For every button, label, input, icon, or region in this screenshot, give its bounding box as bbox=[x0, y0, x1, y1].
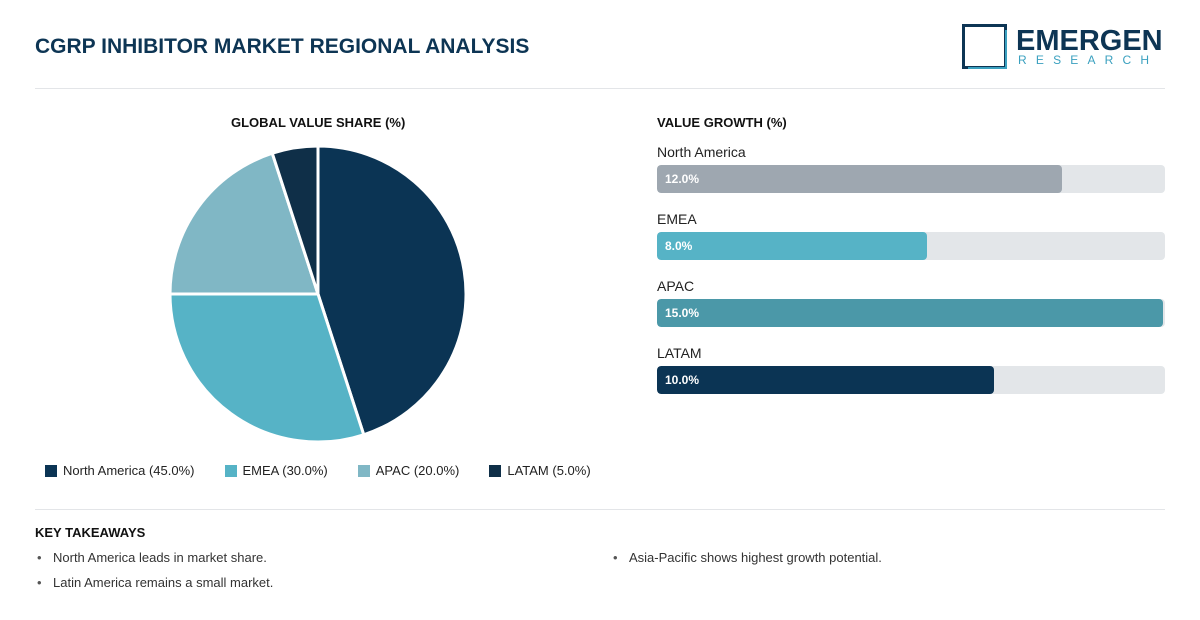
bar-category-label: North America bbox=[657, 144, 746, 160]
key-takeaways-title: KEY TAKEAWAYS bbox=[35, 525, 146, 540]
legend-swatch bbox=[357, 464, 370, 477]
pie-slice-apac bbox=[168, 151, 320, 296]
bar-track: 15.0% bbox=[657, 299, 1165, 327]
takeaway-item: Latin America remains a small market. bbox=[35, 575, 273, 600]
pie-slice-latam bbox=[270, 144, 320, 296]
bar-fill bbox=[657, 165, 1062, 193]
legend-swatch bbox=[489, 464, 502, 477]
logo-main-text: EMERGEN bbox=[1016, 25, 1163, 57]
bar-category-label: LATAM bbox=[657, 345, 702, 361]
bar-fill bbox=[657, 366, 995, 394]
pie-chart bbox=[168, 144, 468, 444]
bar-track: 12.0% bbox=[657, 165, 1165, 193]
legend-swatch bbox=[224, 464, 237, 477]
section-divider bbox=[35, 509, 1165, 510]
pie-legend: North America (45.0%) EMEA (30.0%) APAC … bbox=[45, 463, 621, 478]
bar-row: North America 12.0% bbox=[657, 144, 1165, 211]
bar-value-label: 8.0% bbox=[665, 239, 693, 253]
bar-panel-title: VALUE GROWTH (%) bbox=[657, 115, 787, 130]
takeaways-left-list: North America leads in market share. Lat… bbox=[35, 550, 273, 600]
logo-sub-text: RESEARCH bbox=[1018, 53, 1159, 67]
bar-fill bbox=[657, 232, 927, 260]
page-title: CGRP INHIBITOR MARKET REGIONAL ANALYSIS bbox=[35, 35, 530, 58]
header-divider bbox=[35, 88, 1165, 89]
takeaway-item: Asia-Pacific shows highest growth potent… bbox=[611, 550, 882, 575]
legend-label: North America (45.0%) bbox=[63, 463, 195, 478]
bar-track: 10.0% bbox=[657, 366, 1165, 394]
legend-label: APAC (20.0%) bbox=[375, 463, 460, 478]
bar-fill bbox=[657, 299, 1163, 327]
bar-value-label: 10.0% bbox=[665, 373, 700, 387]
legend-item: LATAM (5.0%) bbox=[489, 463, 591, 478]
bar-row: APAC 15.0% bbox=[657, 278, 1165, 345]
bar-value-label: 15.0% bbox=[665, 306, 700, 320]
legend-label: EMEA (30.0%) bbox=[242, 463, 328, 478]
legend-swatch bbox=[45, 464, 57, 477]
takeaway-item: North America leads in market share. bbox=[35, 550, 273, 575]
legend-item: APAC (20.0%) bbox=[357, 463, 460, 478]
bar-track: 8.0% bbox=[657, 232, 1165, 260]
takeaways-right-list: Asia-Pacific shows highest growth potent… bbox=[611, 550, 882, 575]
legend-label: LATAM (5.0%) bbox=[507, 463, 591, 478]
bar-row: LATAM 10.0% bbox=[657, 345, 1165, 412]
bar-category-label: APAC bbox=[657, 278, 695, 294]
pie-slice-emea bbox=[168, 292, 366, 444]
bar-row: EMEA 8.0% bbox=[657, 211, 1165, 278]
legend-item: EMEA (30.0%) bbox=[224, 463, 328, 478]
bar-category-label: EMEA bbox=[657, 211, 697, 227]
emergen-logo: EMERGEN RESEARCH bbox=[962, 24, 1163, 72]
logo-square-icon bbox=[962, 24, 1007, 69]
legend-item: North America (45.0%) bbox=[45, 463, 195, 478]
growth-bar-chart: North America 12.0% EMEA 8.0% APAC 15.0%… bbox=[657, 144, 1165, 412]
pie-slice-north-america bbox=[316, 144, 468, 437]
pie-panel-title: GLOBAL VALUE SHARE (%) bbox=[231, 115, 406, 130]
bar-value-label: 12.0% bbox=[665, 172, 700, 186]
